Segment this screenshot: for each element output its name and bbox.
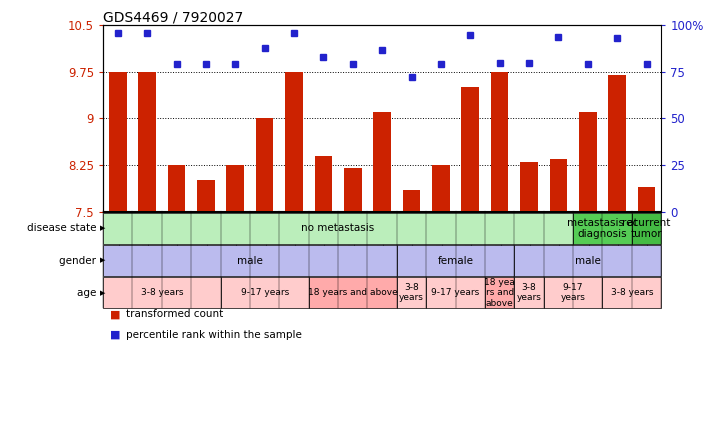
Text: transformed count: transformed count bbox=[126, 309, 223, 319]
Bar bbox=[373, 112, 391, 212]
Bar bbox=[109, 72, 127, 212]
Bar bbox=[227, 165, 244, 212]
Text: GDS4469 / 7920027: GDS4469 / 7920027 bbox=[103, 10, 243, 24]
Text: 9-17 years: 9-17 years bbox=[432, 288, 480, 297]
Text: disease state: disease state bbox=[27, 223, 100, 233]
Bar bbox=[638, 187, 656, 212]
Text: recurrent
tumor: recurrent tumor bbox=[622, 217, 670, 239]
Text: age: age bbox=[77, 288, 100, 298]
Text: ▶: ▶ bbox=[100, 225, 106, 231]
Text: female: female bbox=[437, 255, 474, 266]
Bar bbox=[402, 190, 420, 212]
Bar bbox=[609, 75, 626, 212]
Text: ▶: ▶ bbox=[100, 290, 106, 296]
Bar bbox=[520, 162, 538, 212]
Text: 9-17 years: 9-17 years bbox=[240, 288, 289, 297]
Text: 3-8
years: 3-8 years bbox=[517, 283, 542, 302]
Text: male: male bbox=[237, 255, 263, 266]
Bar bbox=[197, 181, 215, 212]
Bar bbox=[491, 72, 508, 212]
Bar bbox=[168, 165, 186, 212]
Text: gender: gender bbox=[59, 255, 100, 266]
Bar bbox=[550, 159, 567, 212]
Bar bbox=[139, 72, 156, 212]
Text: 9-17
years: 9-17 years bbox=[561, 283, 586, 302]
Text: metastasis at
diagnosis: metastasis at diagnosis bbox=[567, 217, 638, 239]
Bar bbox=[432, 165, 450, 212]
Text: 18 years and above: 18 years and above bbox=[308, 288, 397, 297]
Text: percentile rank within the sample: percentile rank within the sample bbox=[126, 330, 301, 340]
Text: 3-8 years: 3-8 years bbox=[611, 288, 653, 297]
Bar bbox=[344, 168, 362, 212]
Text: 3-8 years: 3-8 years bbox=[141, 288, 183, 297]
Bar bbox=[285, 72, 303, 212]
Text: ▶: ▶ bbox=[100, 258, 106, 264]
Bar bbox=[461, 88, 479, 212]
Text: male: male bbox=[575, 255, 601, 266]
Bar bbox=[579, 112, 597, 212]
Bar bbox=[256, 118, 274, 212]
Text: ■: ■ bbox=[110, 330, 121, 340]
Text: no metastasis: no metastasis bbox=[301, 223, 375, 233]
Text: 18 yea
rs and
above: 18 yea rs and above bbox=[484, 278, 515, 308]
Text: 3-8
years: 3-8 years bbox=[399, 283, 424, 302]
Text: ■: ■ bbox=[110, 309, 121, 319]
Bar bbox=[314, 156, 332, 212]
